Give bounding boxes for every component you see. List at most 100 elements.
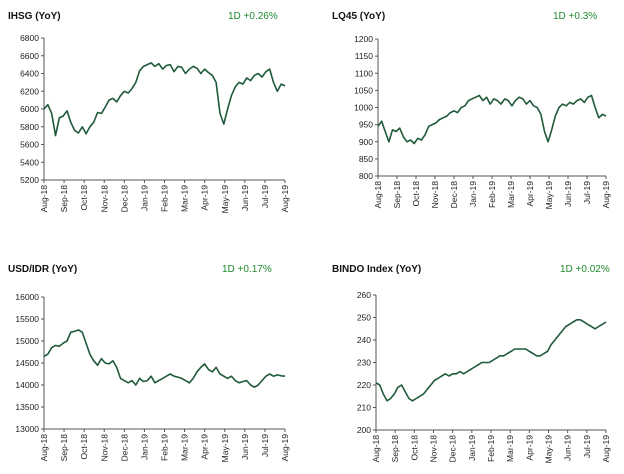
- x-tick-label: May-19: [220, 434, 230, 463]
- x-tick-label: Mar-19: [180, 434, 190, 461]
- y-tick-label: 6600: [20, 51, 39, 61]
- chart-panel-ihsg: IHSG (YoY) 1D +0.26% 6800 6600 6400 6200 600…: [0, 0, 300, 222]
- y-tick-label: 6000: [20, 104, 39, 114]
- y-tick-label: 14000: [15, 380, 39, 390]
- y-tick-label: 16000: [15, 292, 39, 302]
- y-tick-label: 6800: [20, 33, 39, 43]
- y-tick-label: 13000: [15, 424, 39, 434]
- y-tick-label: 220: [357, 380, 371, 390]
- x-tick-label: Jun-19: [240, 434, 250, 460]
- x-tick-label: Apr-19: [200, 185, 210, 211]
- x-tick-label: Jun-19: [563, 435, 573, 461]
- daily-change: 1D +0.02%: [560, 264, 610, 275]
- y-tick-label: 210: [357, 403, 371, 413]
- chart-panel-usdidr: USD/IDR (YoY) 1D +0.17% 16000 15500 15000 1…: [0, 252, 300, 474]
- y-tick-label: 6400: [20, 69, 39, 79]
- x-tick-label: Apr-19: [200, 434, 210, 460]
- x-tick-label: May-19: [544, 435, 554, 464]
- x-tick-label: Oct-18: [409, 435, 419, 461]
- y-tick-label: 1200: [354, 34, 373, 44]
- chart-title: USD/IDR (YoY): [8, 264, 78, 275]
- chart-panel-lq45: LQ45 (YoY) 1D +0.3% 1200 1150 1100 1050 1000…: [320, 0, 620, 222]
- x-tick-label: Oct-18: [79, 185, 89, 211]
- x-tick-label: Jan-19: [139, 434, 149, 460]
- x-tick-label: Jan-19: [468, 181, 478, 207]
- x-tick-label: Sep-18: [392, 181, 402, 209]
- x-tick-label: Jul-19: [582, 435, 592, 458]
- x-tick-label: May-19: [544, 181, 554, 210]
- y-tick-label: 5400: [20, 157, 39, 167]
- chart-title: LQ45 (YoY): [332, 11, 386, 22]
- x-tick-label: Aug-18: [371, 435, 381, 463]
- y-tick-label: 15500: [15, 314, 39, 324]
- x-tick-label: Aug-19: [601, 181, 611, 209]
- x-tick-label: Jul-19: [260, 185, 270, 208]
- x-tick-label: Nov-18: [99, 185, 109, 213]
- x-tick-label: Jan-19: [467, 435, 477, 461]
- y-tick-label: 950: [359, 120, 373, 130]
- series-line: [43, 62, 286, 137]
- x-tick-label: Nov-18: [430, 181, 440, 209]
- x-tick-label: Apr-19: [524, 435, 534, 461]
- series-line: [377, 94, 607, 145]
- y-tick-label: 1100: [355, 68, 374, 78]
- x-tick-label: Feb-19: [487, 181, 497, 208]
- x-tick-label: Dec-18: [448, 435, 458, 463]
- x-tick-label: Oct-18: [79, 434, 89, 460]
- series-line: [43, 329, 286, 388]
- x-tick-label: Jul-19: [582, 181, 592, 204]
- daily-change: 1D +0.17%: [222, 264, 272, 275]
- line-chart-ihsg: 680066006400620060005800560054005200Aug-…: [20, 33, 290, 214]
- x-tick-label: Jun-19: [240, 185, 250, 211]
- x-tick-label: Sep-18: [59, 185, 69, 213]
- chart-title: IHSG (YoY): [8, 11, 61, 22]
- x-tick-label: Jan-19: [139, 185, 149, 211]
- x-tick-label: Mar-19: [180, 185, 190, 212]
- y-tick-label: 1150: [355, 51, 374, 61]
- series-line: [375, 319, 607, 402]
- x-tick-label: Aug-18: [39, 185, 49, 213]
- y-tick-label: 5600: [20, 140, 39, 150]
- line-chart-usdidr: 16000 15500 15000 14500 14000 13500 13000 Aug-1…: [15, 292, 290, 463]
- x-tick-label: Nov-18: [99, 434, 109, 462]
- y-tick-label: 14500: [15, 358, 39, 368]
- x-tick-label: Aug-19: [280, 185, 290, 213]
- x-tick-label: Mar-19: [506, 181, 516, 208]
- y-tick-label: 1050: [354, 85, 373, 95]
- x-tick-label: Dec-18: [119, 434, 129, 462]
- y-tick-label: 260: [357, 290, 371, 300]
- x-tick-label: Nov-18: [429, 435, 439, 463]
- y-tick-label: 850: [359, 154, 373, 164]
- y-tick-label: 1000: [354, 103, 373, 113]
- x-tick-label: Sep-18: [59, 434, 69, 462]
- x-tick-label: Oct-18: [411, 181, 421, 207]
- y-tick-label: 250: [357, 313, 371, 323]
- x-tick-label: Sep-18: [390, 435, 400, 463]
- chart-title: BINDO Index (YoY): [332, 264, 422, 275]
- x-tick-label: Feb-19: [160, 185, 170, 212]
- x-tick-label: Jul-19: [260, 434, 270, 457]
- y-tick-label: 13500: [15, 402, 39, 412]
- daily-change: 1D +0.3%: [553, 11, 598, 22]
- y-tick-label: 15000: [15, 336, 39, 346]
- y-tick-label: 230: [357, 358, 371, 368]
- x-tick-label: May-19: [220, 185, 230, 214]
- x-tick-label: Feb-19: [486, 435, 496, 462]
- y-tick-label: 240: [357, 335, 371, 345]
- y-tick-label: 900: [359, 137, 373, 147]
- x-tick-label: Apr-19: [525, 181, 535, 207]
- x-tick-label: Mar-19: [505, 435, 515, 462]
- y-tick-label: 6200: [20, 86, 39, 96]
- y-tick-label: 5800: [20, 122, 39, 132]
- x-tick-label: Feb-19: [160, 434, 170, 461]
- x-tick-label: Jun-19: [563, 181, 573, 207]
- x-tick-label: Aug-19: [280, 434, 290, 462]
- y-tick-label: 200: [357, 425, 371, 435]
- x-tick-label: Aug-19: [601, 435, 611, 463]
- y-tick-label: 800: [359, 171, 373, 181]
- x-tick-label: Aug-18: [373, 181, 383, 209]
- daily-change: 1D +0.26%: [228, 11, 278, 22]
- chart-panel-bindo: BINDO Index (YoY) 1D +0.02% 260 250 240 230…: [320, 252, 620, 474]
